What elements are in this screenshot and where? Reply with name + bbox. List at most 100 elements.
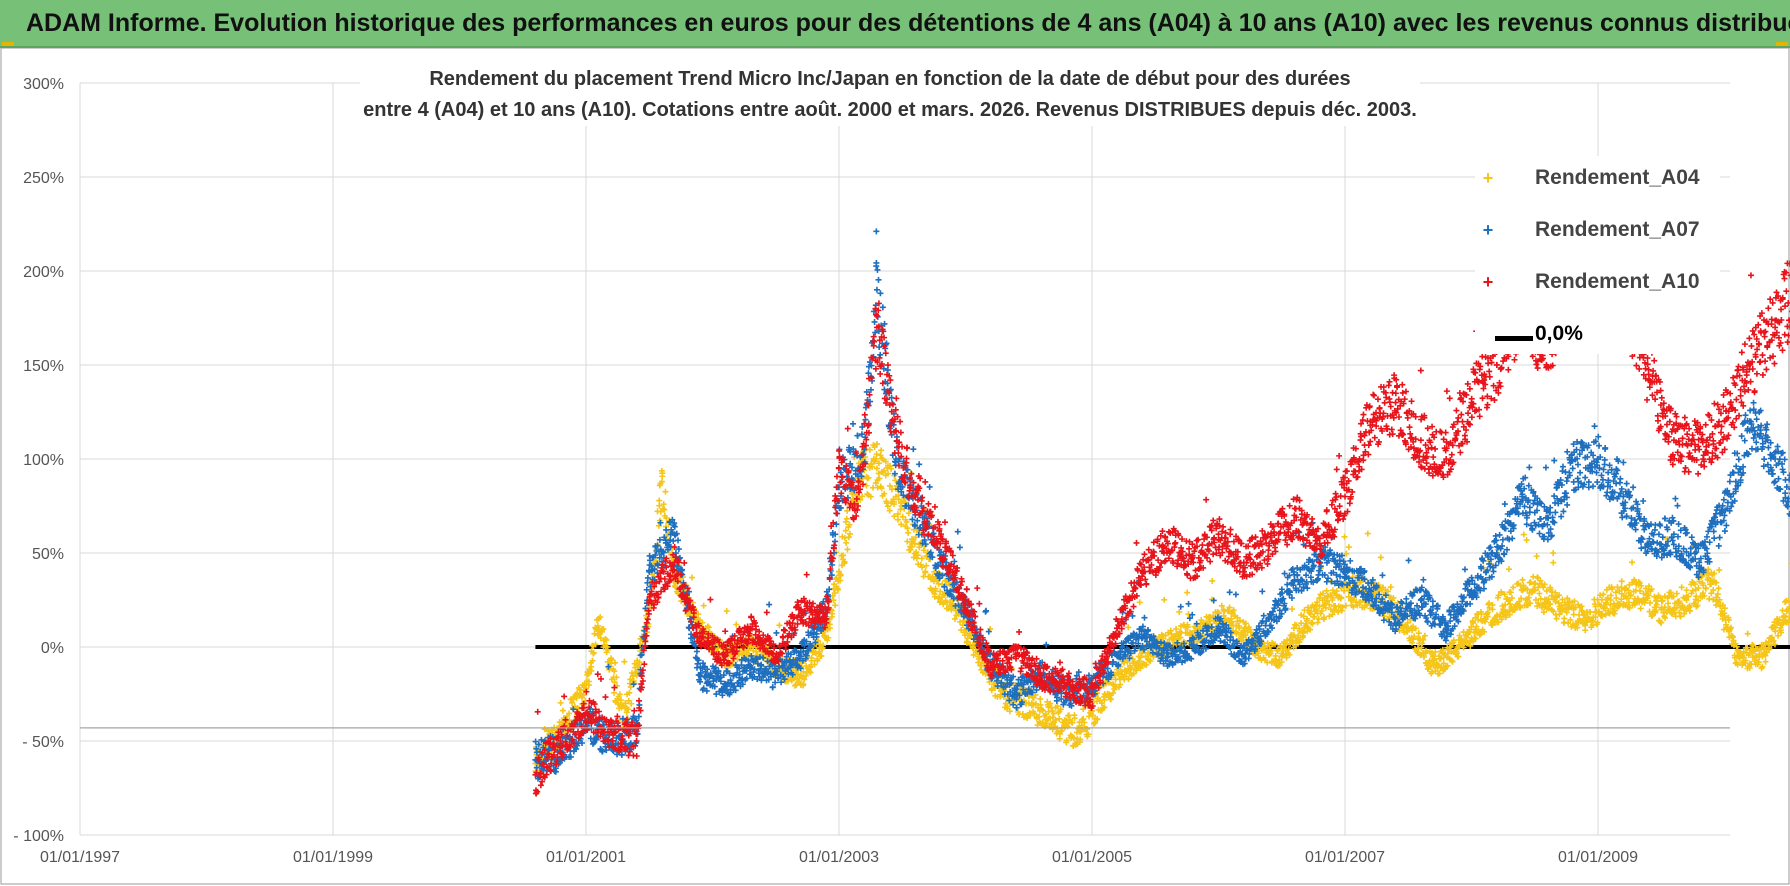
data-point xyxy=(1056,715,1063,722)
data-point xyxy=(611,668,618,675)
corner-marker-left xyxy=(2,42,14,46)
data-point xyxy=(811,661,818,668)
y-tick-label: 200% xyxy=(23,264,64,281)
data-point xyxy=(837,572,844,579)
data-point xyxy=(866,446,873,453)
data-point xyxy=(970,643,977,650)
data-point xyxy=(891,501,898,508)
data-point xyxy=(844,546,851,553)
data-point xyxy=(1520,531,1527,538)
data-point xyxy=(885,470,892,477)
data-point xyxy=(661,506,668,513)
data-point xyxy=(1209,577,1216,584)
y-tick-label: 50% xyxy=(32,546,64,563)
data-point xyxy=(845,534,852,541)
data-point xyxy=(964,635,971,642)
data-point xyxy=(905,510,912,517)
data-point xyxy=(931,591,938,598)
data-point xyxy=(592,641,599,648)
data-point xyxy=(871,444,878,451)
chart-border xyxy=(0,48,1790,885)
data-point xyxy=(874,484,881,491)
data-point xyxy=(844,507,851,514)
data-point xyxy=(891,513,898,520)
data-point xyxy=(820,642,827,649)
data-point xyxy=(918,564,925,571)
data-point xyxy=(611,679,618,686)
data-point xyxy=(829,610,836,617)
data-point xyxy=(626,689,633,696)
data-point xyxy=(978,662,985,669)
y-tick-label: 100% xyxy=(23,452,64,469)
data-point xyxy=(628,700,635,707)
data-point xyxy=(705,624,712,631)
data-point xyxy=(1715,585,1722,592)
data-point xyxy=(700,602,707,609)
data-point xyxy=(655,522,662,529)
data-point xyxy=(931,568,938,575)
data-point xyxy=(951,615,958,622)
data-point xyxy=(660,501,667,508)
data-point xyxy=(588,667,595,674)
data-point xyxy=(963,639,970,646)
data-point xyxy=(559,707,566,714)
data-point xyxy=(873,440,880,447)
data-point xyxy=(1716,567,1723,574)
data-point xyxy=(600,626,607,633)
data-point xyxy=(884,503,891,510)
data-point xyxy=(1523,537,1530,544)
data-point xyxy=(636,659,643,666)
data-point xyxy=(831,590,838,597)
data-point xyxy=(878,485,885,492)
data-point xyxy=(1637,605,1644,612)
data-point xyxy=(912,534,919,541)
data-point xyxy=(865,474,872,481)
chart: 300% 250% 200% 150% 100% 50% 0% - 50% - 100% 01/0… xyxy=(0,48,1790,885)
data-point xyxy=(843,515,850,522)
data-point xyxy=(868,460,875,467)
data-point xyxy=(935,580,942,587)
data-point xyxy=(622,700,629,707)
y-tick-label: - 100% xyxy=(13,828,64,845)
data-point xyxy=(659,470,666,477)
data-point xyxy=(875,460,882,467)
header-bar: ADAM Informe. Evolution historique des p… xyxy=(0,0,1790,48)
data-point xyxy=(576,686,583,693)
data-point xyxy=(818,652,825,659)
data-point xyxy=(894,511,901,518)
data-point xyxy=(913,549,920,556)
data-point xyxy=(656,502,663,509)
data-point xyxy=(922,569,929,576)
data-point xyxy=(604,646,611,653)
data-point xyxy=(841,558,848,565)
x-tick-label: 01/01/1997 xyxy=(40,849,120,866)
data-point xyxy=(897,506,904,513)
data-point xyxy=(923,562,930,569)
data-point xyxy=(637,641,644,648)
data-point xyxy=(1618,578,1625,585)
data-point xyxy=(1519,576,1526,583)
data-point xyxy=(886,507,893,514)
data-point xyxy=(1570,611,1577,618)
data-point xyxy=(1415,630,1422,637)
data-point xyxy=(603,637,610,644)
data-point xyxy=(1377,554,1384,561)
data-point xyxy=(1550,559,1557,566)
data-point xyxy=(566,710,573,717)
data-point xyxy=(800,681,807,688)
data-point xyxy=(585,678,592,685)
data-point xyxy=(881,467,888,474)
data-point xyxy=(541,726,548,733)
data-point xyxy=(920,547,927,554)
data-point xyxy=(857,496,864,503)
data-point xyxy=(662,488,669,495)
data-point xyxy=(1006,708,1013,715)
data-point xyxy=(835,586,842,593)
data-point xyxy=(918,555,925,562)
corner-marker-right xyxy=(1776,42,1788,46)
data-point xyxy=(899,513,906,520)
data-point xyxy=(625,706,632,713)
data-point xyxy=(1364,530,1371,537)
data-point xyxy=(1387,584,1394,591)
data-point xyxy=(878,447,885,454)
